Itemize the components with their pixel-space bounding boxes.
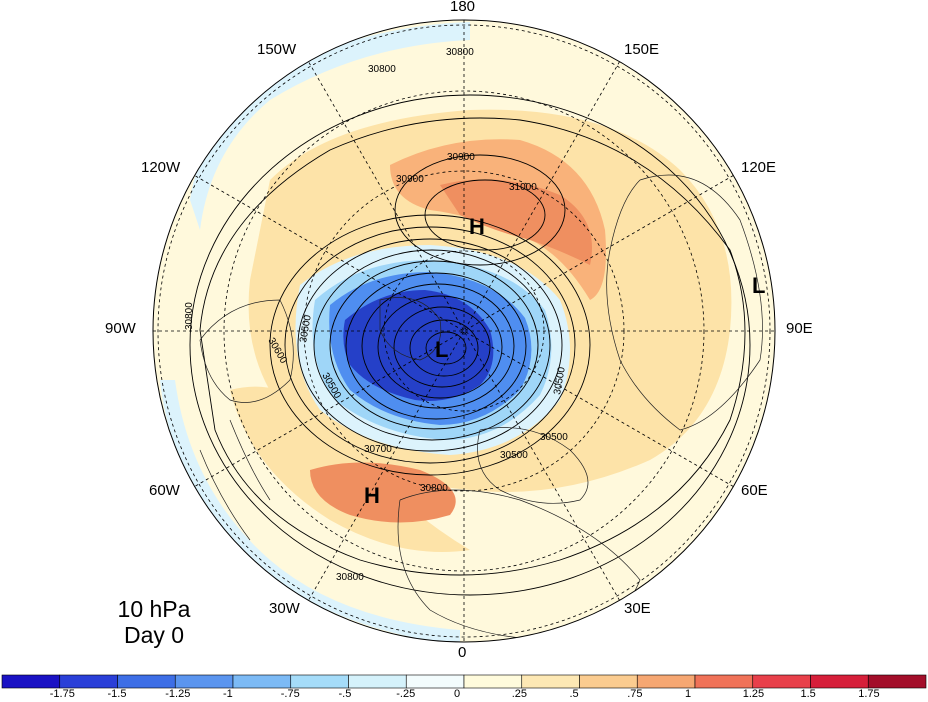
contour-30600	[284, 226, 576, 464]
coastline-asia	[606, 174, 763, 431]
contour-label: 30800	[184, 302, 195, 330]
contour-inner-3	[345, 272, 527, 420]
colorbar-tick-label: -1.5	[107, 688, 127, 700]
latitude-circle-20	[157, 24, 771, 638]
meridian-30e-150w	[308, 61, 620, 601]
contour-label: 30900	[396, 174, 424, 185]
contour-30900	[394, 154, 566, 266]
contour-label: 30800	[336, 572, 364, 583]
colorbar-tick-label: -.5	[338, 688, 352, 700]
longitude-label-150e: 150E	[624, 41, 660, 58]
longitude-label-90e: 90E	[786, 320, 813, 337]
meridian-150e-30w	[308, 61, 620, 601]
longitude-label-60e: 60E	[741, 482, 768, 499]
colorbar-tick-label: 0	[454, 688, 461, 700]
coastline-north-america	[199, 299, 294, 403]
contour-label: 30800	[446, 47, 474, 58]
contour-label: 30500	[500, 450, 528, 461]
longitude-label-0: 0	[458, 644, 467, 661]
latitude-circle-40	[223, 90, 705, 572]
contour-inner-7	[409, 319, 479, 377]
contour-label: 30500	[298, 314, 314, 344]
shading-pale-blue-southwest	[160, 380, 460, 642]
graticule	[153, 20, 775, 642]
contour-30800-outer	[189, 94, 751, 596]
longitude-label-180: 180	[450, 0, 476, 15]
contour-inner-2	[329, 260, 539, 430]
contour-label: 30500	[552, 366, 568, 396]
contour-inner-1	[313, 249, 551, 441]
colorbar-tick-label: 1.75	[858, 688, 880, 700]
colorbar-tick-label: -1.25	[165, 688, 191, 700]
map-border	[152, 19, 776, 643]
longitude-label-30e: 30E	[624, 600, 651, 617]
time-label: Day 0	[123, 622, 185, 648]
meridian-120e-60w	[194, 175, 734, 487]
contour-30800	[199, 117, 746, 576]
colorbar-tick-label: -1	[223, 688, 233, 700]
contour-label: 30500	[540, 432, 568, 443]
contour-inner-6	[393, 306, 491, 388]
pressure-centers: H H L L	[364, 214, 765, 508]
longitude-label-150w: 150W	[257, 41, 297, 58]
high-pressure-center: H	[364, 483, 380, 508]
coastline-greenland	[379, 297, 442, 361]
high-pressure-center: H	[469, 214, 485, 239]
contour-inner-5	[377, 295, 503, 399]
longitude-label-60w: 60W	[149, 482, 180, 499]
contour-inner-8	[425, 331, 467, 365]
contour-30700	[269, 214, 591, 476]
longitude-label-30w: 30W	[269, 600, 300, 617]
colorbar-tick-label: .75	[627, 688, 643, 700]
colorbar-tick-label: 1	[685, 688, 692, 700]
coastline-south-america	[199, 419, 271, 541]
colorbar-tick-label: .25	[511, 688, 528, 700]
contour-label: 30700	[364, 444, 392, 455]
contour-inner-4	[361, 283, 515, 409]
colorbar-tick-label: -.75	[280, 688, 300, 700]
longitude-label-120w: 120W	[141, 159, 181, 176]
low-pressure-center: L	[435, 337, 448, 362]
geopotential-contours	[189, 94, 751, 596]
shading-deep-blue-vortex	[343, 290, 494, 401]
contour-label: 30800	[368, 64, 396, 75]
coastline-europe	[477, 427, 589, 504]
colorbar-tick-label: 1.5	[800, 688, 816, 700]
low-pressure-center: L	[752, 273, 765, 298]
colorbar-tick-label: .5	[569, 688, 579, 700]
contour-30500	[297, 238, 563, 452]
colorbar-tick-label: -1.75	[49, 688, 75, 700]
contour-label: 31000	[509, 182, 537, 193]
colorbar-tick-label: -.25	[396, 688, 416, 700]
shading-pale-blue-northwest	[190, 22, 470, 230]
contour-label: 30900	[447, 152, 475, 163]
meridian-60e-120w	[194, 175, 734, 487]
colorbar-tick-label: 1.25	[742, 688, 765, 700]
level-label: 10 hPa	[117, 596, 191, 622]
longitude-label-120e: 120E	[741, 159, 777, 176]
shading-dark-orange-north	[440, 179, 592, 265]
contour-label: 30800	[420, 483, 448, 494]
shading-dark-orange-atlantic	[310, 462, 456, 523]
longitude-label-90w: 90W	[105, 320, 136, 337]
